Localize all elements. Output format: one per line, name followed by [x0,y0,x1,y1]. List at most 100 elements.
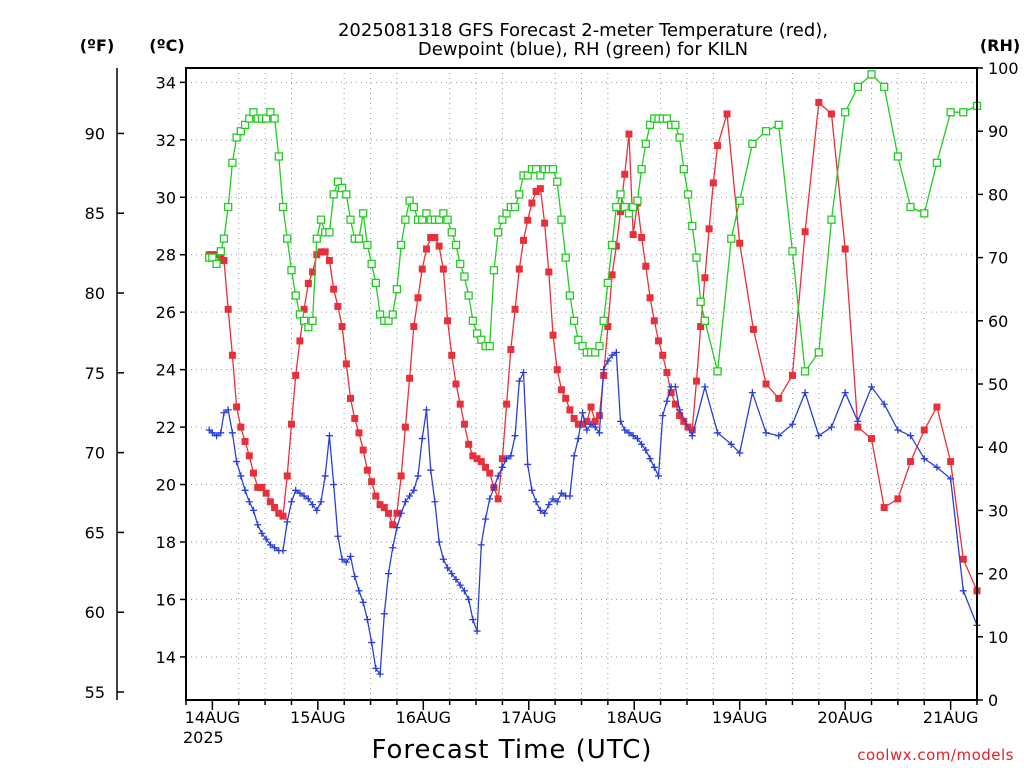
dewpoint-point [511,432,519,440]
rh-point [633,196,642,205]
rh-point [662,114,672,123]
dewpoint-point [279,547,287,555]
dewpoint-point [334,532,342,540]
temperature-point [380,504,388,512]
rh-point [468,316,478,325]
temperature-point [688,426,696,434]
rh-point [853,82,862,92]
dewpoint-point [351,572,359,580]
rh-point [498,215,507,224]
dewpoint-point [801,389,809,397]
series-dewpoint [205,348,981,678]
temperature-point [536,185,544,193]
rh-point [375,310,385,319]
dewpoint-point [541,509,549,517]
rh-point [363,240,372,250]
temperature-point [456,400,464,408]
dewpoint-point [907,432,915,440]
rh-point [688,221,697,231]
rh-point [671,120,680,130]
rh-point [603,278,613,288]
temperature-point [801,228,809,236]
dewpoint-point [633,435,641,443]
dewpoint-point [545,501,553,509]
rh-point [814,348,823,357]
rh-tick-label: 30 [988,501,1008,520]
temperature-point [827,110,835,118]
rh-point [397,240,406,250]
dewpoint-point [714,429,722,437]
dewpoint-point [676,406,684,414]
rh-point [434,215,444,224]
rh-point [384,316,393,325]
temperature-point [749,325,757,333]
rh-point [494,228,503,237]
temperature-point [224,305,232,313]
x-tick-label: 19AUG [712,708,767,727]
rh-point [304,322,313,332]
dewpoint-point [727,440,735,448]
temperature-point [292,371,300,379]
dewpoint-point [642,446,650,454]
temperature-point [549,331,557,339]
dewpoint-point [553,498,561,506]
rh-point [531,164,541,174]
rh-tick-label: 50 [988,375,1008,394]
dewpoint-point [241,486,249,494]
dewpoint-point [228,429,236,437]
rh-point [325,228,334,237]
temperature-point [583,417,591,425]
dewpoint-point [435,538,443,546]
temperature-point [418,265,426,273]
rh-point [692,253,701,262]
temperature-point [275,509,283,517]
celsius-tick-label: 14 [156,648,176,667]
dewpoint-point [213,432,221,440]
dewpoint-point [587,420,595,428]
rh-unit-label: (RH) [980,36,1020,55]
dewpoint-point [736,449,744,457]
series-line-dewpoint [208,351,978,676]
dewpoint-point [309,501,317,509]
temperature-point [359,446,367,454]
rh-point [683,190,693,199]
temperature-point [498,455,506,463]
temperature-point [854,423,862,431]
temperature-point [220,256,228,264]
rh-point [262,114,271,123]
rh-point [761,127,771,136]
rh-point [612,202,621,212]
rh-point [371,278,380,288]
fahrenheit-tick-label: 55 [85,683,105,702]
dewpoint-point [427,466,435,474]
rh-point [308,316,317,325]
rh-point [367,259,376,269]
temperature-point [638,233,646,241]
rh-point [249,108,258,117]
dewpoint-point [638,440,646,448]
rh-point [245,114,254,123]
dewpoint-point [629,432,637,440]
dewpoint-point [482,515,490,523]
rh-point [893,152,903,161]
temperature-point [376,501,384,509]
dewpoint-point [566,492,574,500]
temperature-point [528,199,536,207]
rh-point [548,164,558,174]
dewpoint-point [414,472,422,480]
dewpoint-point [959,587,967,595]
rh-axis: 0 10 20 30 40 50 60 70 80 90 100 [977,59,1019,710]
dewpoint-point [300,492,308,500]
rh-point [232,133,241,142]
temperature-point [452,380,460,388]
dewpoint-point [841,389,849,397]
temperature-point [515,265,523,273]
temperature-point [325,256,333,264]
temperature-point [414,294,422,302]
rh-point [224,202,233,212]
rh-point [299,316,309,325]
rh-point [675,133,684,142]
dewpoint-point [604,357,612,365]
rh-point [291,291,300,300]
